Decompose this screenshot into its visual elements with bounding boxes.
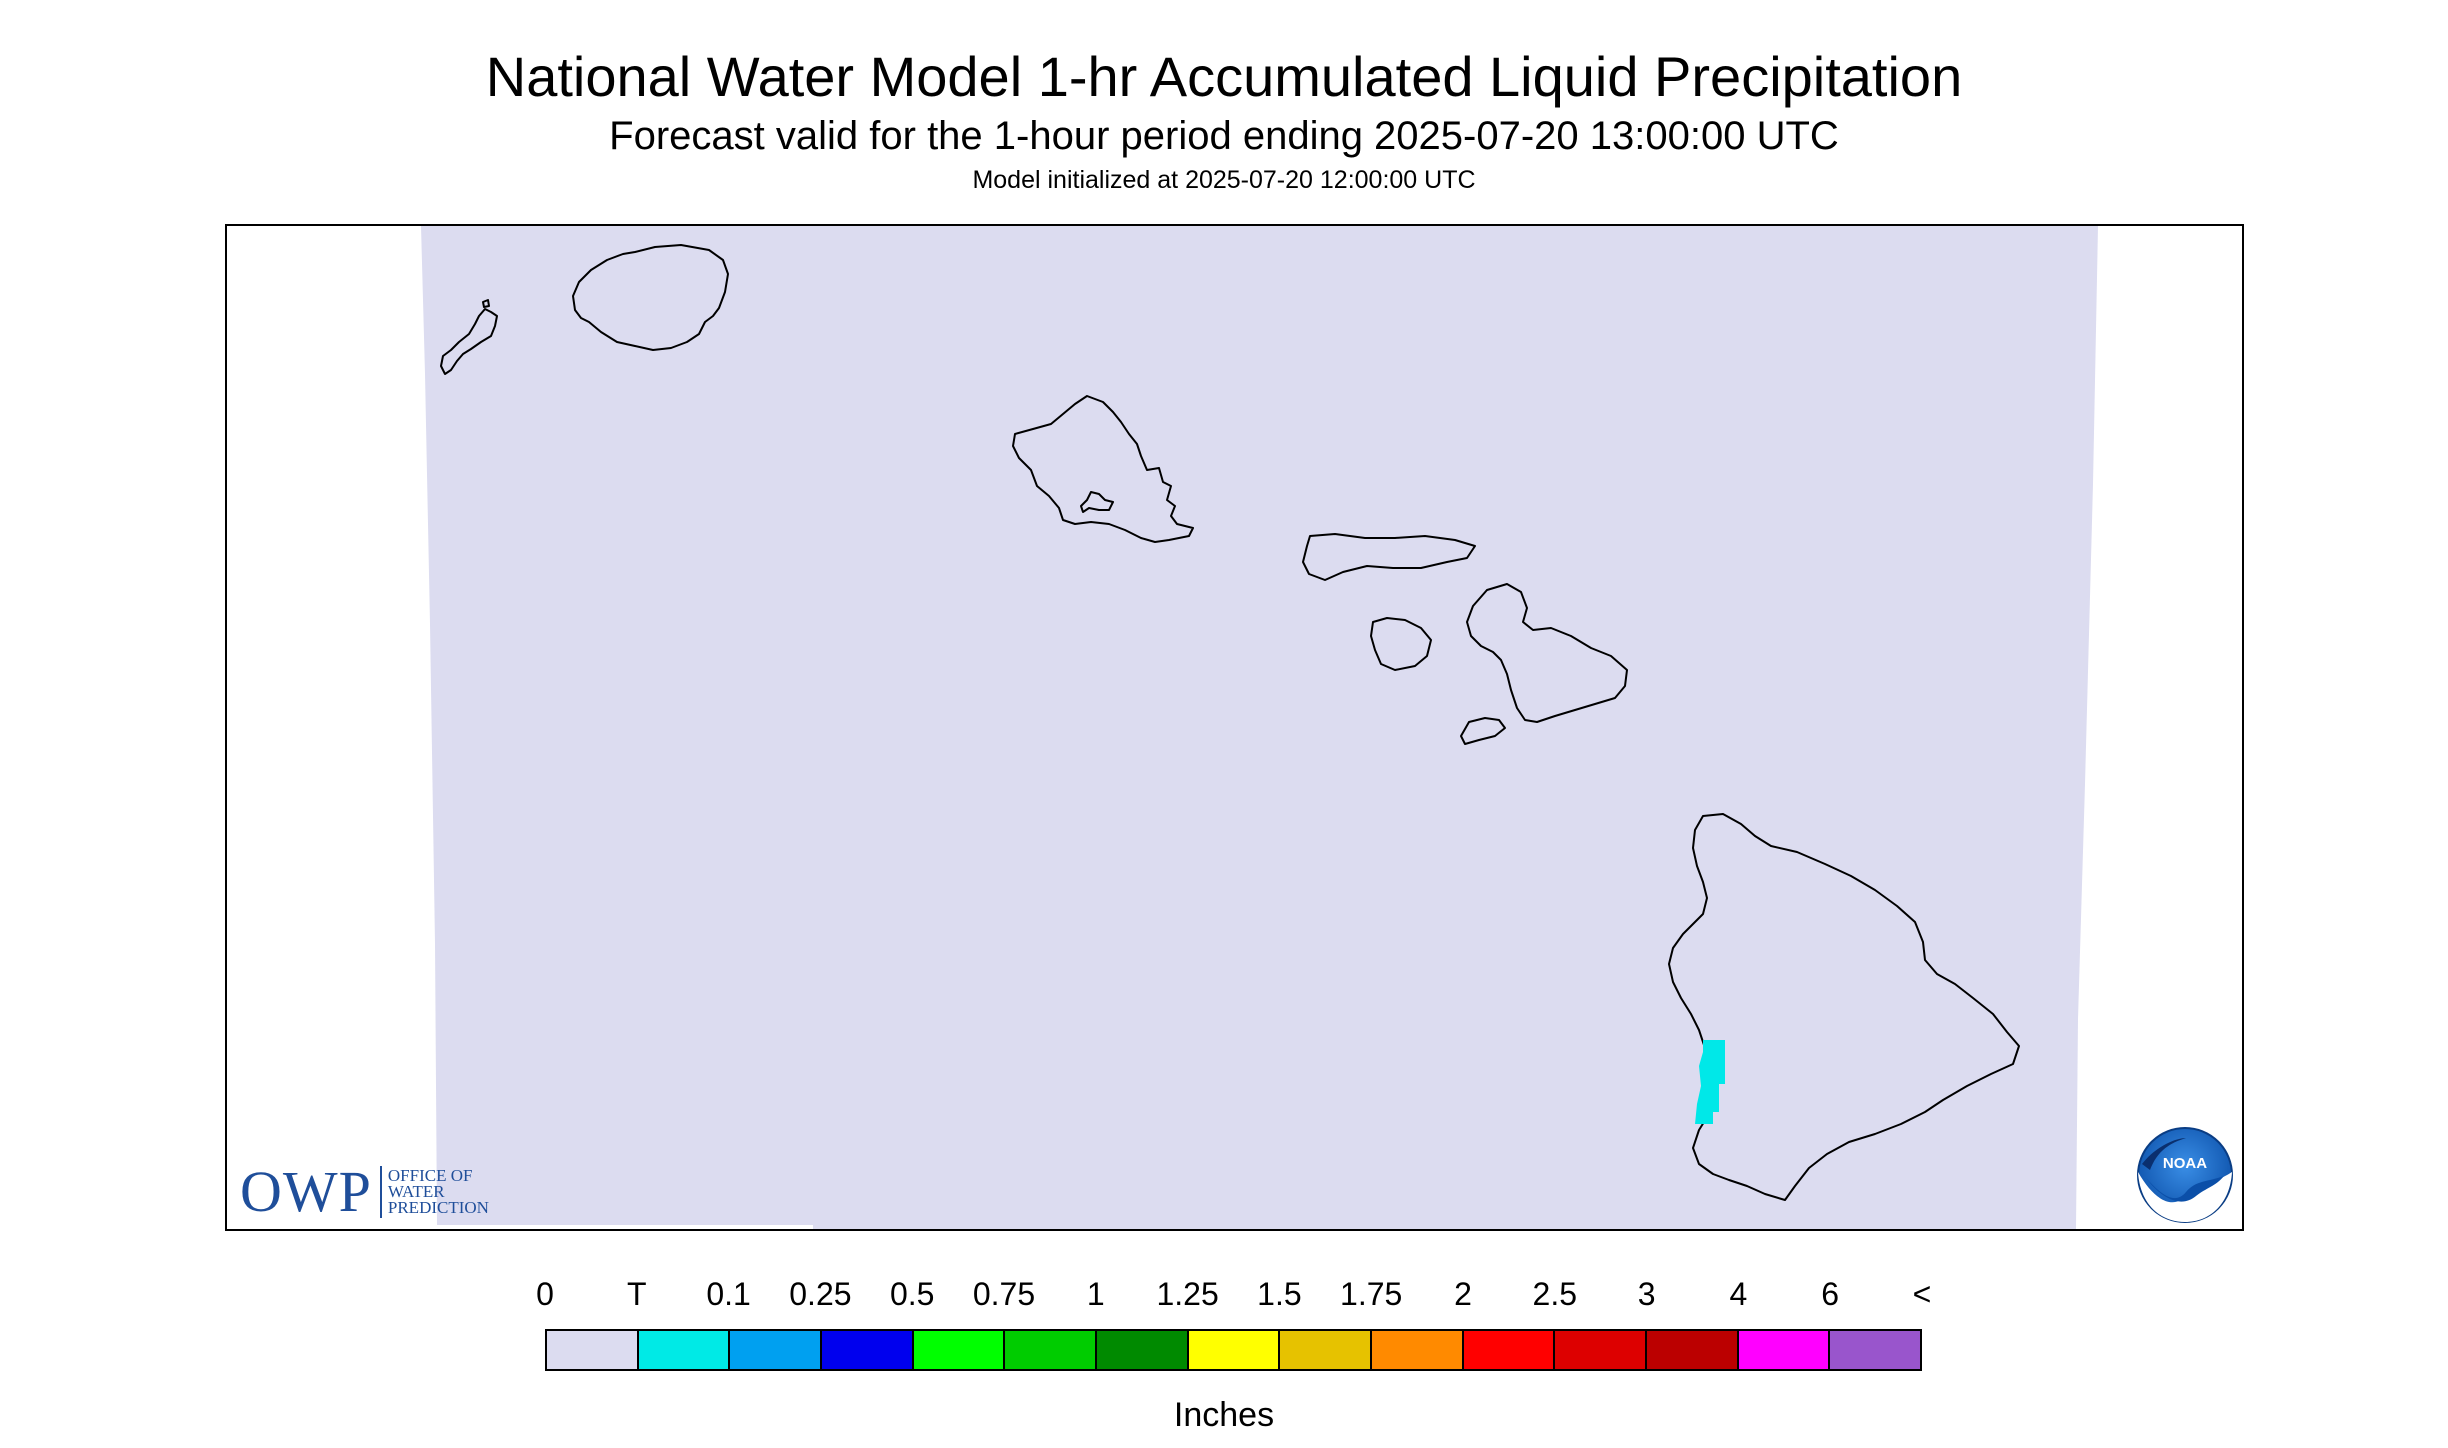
island-niihau bbox=[440, 308, 498, 375]
owp-logo-line: OFFICE OF bbox=[387, 1166, 473, 1185]
island-molokai bbox=[1302, 533, 1476, 581]
legend-tick-label: 0.75 bbox=[972, 1276, 1036, 1312]
map-title: National Water Model 1-hr Accumulated Li… bbox=[485, 45, 1963, 108]
legend-swatch bbox=[1738, 1331, 1831, 1369]
legend-tick-label: 1.75 bbox=[1340, 1276, 1403, 1312]
legend-swatch bbox=[1372, 1331, 1464, 1369]
legend-swatch bbox=[1097, 1331, 1189, 1369]
model-domain-area bbox=[421, 226, 2098, 1229]
model-init-line: Model initialized at 2025-07-20 12:00:00… bbox=[972, 166, 1476, 194]
map-subtitle: Forecast valid for the 1-hour period end… bbox=[609, 114, 1839, 158]
legend-swatch bbox=[1188, 1331, 1281, 1369]
island-oahu bbox=[1012, 395, 1194, 543]
precip-cell-trace bbox=[1695, 1040, 1725, 1124]
owp-logo: OWP OFFICE OF WATER PREDICTION bbox=[240, 1163, 489, 1221]
legend-tick-row: 0 T 0.1 0.25 0.5 0.75 1 1.25 1.5 1.75 2 2.5 3 4 6 < bbox=[0, 1276, 2448, 1320]
legend-tick-label: 6 bbox=[1821, 1276, 1840, 1312]
owp-logo-line: WATER bbox=[387, 1182, 445, 1201]
legend-tick-label: T bbox=[627, 1276, 647, 1312]
legend-swatch bbox=[822, 1331, 914, 1369]
owp-logo-text: OFFICE OF WATER PREDICTION bbox=[387, 1166, 489, 1217]
legend-swatch bbox=[1463, 1331, 1556, 1369]
pearl-harbor-outline bbox=[1080, 491, 1114, 513]
owp-logo-divider bbox=[379, 1166, 382, 1218]
legend-tick-label: 0 bbox=[536, 1276, 554, 1312]
legend-units-label: Inches bbox=[1173, 1396, 1275, 1434]
owp-logo-mark: OWP bbox=[240, 1159, 372, 1224]
legend-tick-label: 0.25 bbox=[789, 1276, 852, 1312]
legend-swatch bbox=[547, 1331, 639, 1369]
island-hawaii bbox=[1668, 813, 2020, 1201]
legend-swatch bbox=[730, 1331, 823, 1369]
legend-tick-label: 0.1 bbox=[706, 1276, 751, 1312]
legend-tick-label: 1.25 bbox=[1156, 1276, 1219, 1312]
noaa-logo-text: NOAA bbox=[2163, 1155, 2207, 1172]
legend-tick-label: 0.5 bbox=[889, 1276, 935, 1312]
noaa-logo: NOAA bbox=[2137, 1127, 2233, 1223]
islet-lehua bbox=[482, 299, 490, 308]
legend-tick-label: < bbox=[1912, 1276, 1932, 1312]
legend-tick-label: 2 bbox=[1454, 1276, 1472, 1312]
legend-swatch bbox=[1280, 1331, 1373, 1369]
legend-swatch bbox=[1647, 1331, 1739, 1369]
island-kahoolawe bbox=[1460, 717, 1506, 745]
legend-colorbar bbox=[545, 1329, 1922, 1371]
legend-tick-label: 1 bbox=[1086, 1276, 1105, 1312]
island-kauai bbox=[572, 244, 729, 351]
legend-tick-label: 1.5 bbox=[1257, 1276, 1302, 1312]
legend-tick-label: 3 bbox=[1637, 1276, 1656, 1312]
legend-swatch bbox=[638, 1331, 731, 1369]
legend-swatch bbox=[913, 1331, 1006, 1369]
owp-logo-line: PREDICTION bbox=[387, 1198, 489, 1217]
legend-swatch bbox=[1005, 1331, 1098, 1369]
island-maui bbox=[1466, 583, 1628, 723]
island-lanai bbox=[1370, 617, 1432, 671]
legend-tick-label: 2.5 bbox=[1532, 1276, 1578, 1312]
legend-tick-label: 4 bbox=[1729, 1276, 1748, 1312]
legend-swatch bbox=[1555, 1331, 1648, 1369]
map-panel bbox=[225, 224, 2244, 1231]
legend-swatch bbox=[1830, 1331, 1921, 1369]
